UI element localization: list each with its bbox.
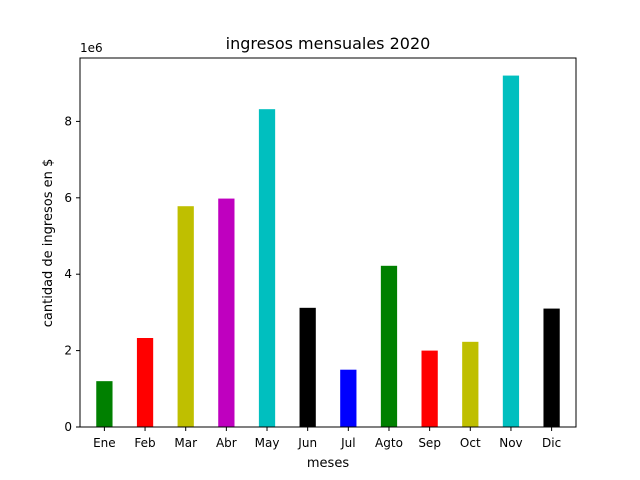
bar-jun — [299, 307, 316, 427]
x-tick-label: May — [255, 436, 280, 450]
y-tick-label: 4 — [64, 267, 72, 281]
bar-feb — [136, 337, 154, 427]
bar-nov — [502, 75, 520, 428]
bar-dic — [543, 308, 560, 427]
x-tick-label: Mar — [174, 436, 197, 450]
x-tick-label: Oct — [460, 436, 481, 450]
x-tick-label: Nov — [499, 436, 522, 450]
x-axis-label: meses — [307, 456, 349, 471]
plot-frame — [79, 57, 577, 428]
bars-group — [96, 75, 560, 428]
bar-mar — [177, 206, 194, 427]
chart-title: ingresos mensuales 2020 — [226, 34, 431, 53]
x-tick-label: Ene — [93, 436, 116, 450]
y-tick-label: 8 — [64, 114, 72, 128]
bar-sep — [421, 350, 438, 427]
x-axis: Ene Feb Mar Abr May Jun Jul Agto Sep Oct Nov Dic — [93, 427, 561, 450]
bar-oct — [462, 341, 479, 427]
y-axis-label: cantidad de ingresos en $ — [41, 159, 56, 327]
bar-ene — [96, 381, 113, 427]
bar-agto — [380, 265, 398, 427]
x-tick-label: Jul — [340, 436, 355, 450]
y-tick-label: 6 — [64, 191, 72, 205]
y-axis: 0 2 4 6 8 — [64, 114, 80, 434]
bar-may — [258, 109, 276, 427]
x-tick-label: Sep — [418, 436, 441, 450]
bar-abr — [218, 198, 235, 427]
y-tick-label: 2 — [64, 344, 72, 358]
x-tick-label: Agto — [375, 436, 403, 450]
bar-jul — [340, 369, 357, 427]
x-tick-label: Dic — [542, 436, 561, 450]
y-offset-label: 1e6 — [80, 41, 103, 55]
x-tick-label: Jun — [297, 436, 317, 450]
y-tick-label: 0 — [64, 420, 72, 434]
x-tick-label: Feb — [134, 436, 155, 450]
x-tick-label: Abr — [216, 436, 237, 450]
